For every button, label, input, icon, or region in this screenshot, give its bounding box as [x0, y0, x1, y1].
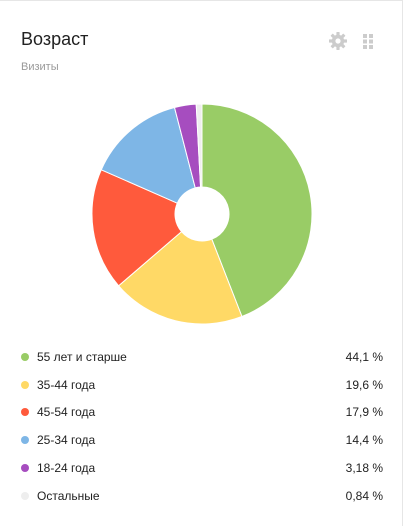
- legend-swatch: [21, 352, 29, 361]
- pie-slice[interactable]: [100, 106, 196, 204]
- legend-value: 0,84 %: [345, 488, 383, 503]
- legend-value: 3,18 %: [345, 461, 383, 476]
- legend-swatch: [21, 491, 29, 500]
- age-donut-chart: [91, 103, 313, 325]
- legend-item[interactable]: Остальные 0,84 %: [21, 482, 383, 510]
- legend-value: 19,6 %: [345, 377, 383, 392]
- legend-label: 45-54 года: [37, 405, 96, 420]
- legend-value: 14,4 %: [345, 433, 383, 448]
- legend-label: 25-34 года: [37, 433, 96, 448]
- legend-swatch: [21, 464, 29, 473]
- legend-item[interactable]: 45-54 года 17,9 %: [21, 399, 383, 427]
- legend-item[interactable]: 55 лет и старше 44,1 %: [21, 343, 383, 371]
- legend-label: Остальные: [37, 488, 100, 503]
- pie-slice[interactable]: [91, 169, 183, 287]
- pie-slice[interactable]: [195, 103, 203, 188]
- legend-item[interactable]: 35-44 года 19,6 %: [21, 371, 383, 399]
- legend-label: 55 лет и старше: [37, 349, 127, 364]
- legend-value: 44,1 %: [345, 349, 383, 364]
- pie-slice[interactable]: [201, 103, 313, 318]
- pie-slice[interactable]: [117, 230, 243, 325]
- widget-subtitle: Визиты: [21, 61, 59, 73]
- legend-label: 18-24 года: [37, 461, 96, 476]
- drag-handle-icon[interactable]: [358, 31, 378, 51]
- widget-title: Возраст: [21, 29, 89, 49]
- chart-legend: 55 лет и старше 44,1 % 35-44 года 19,6 % 45-…: [21, 343, 383, 510]
- legend-item[interactable]: 25-34 года 14,4 %: [21, 426, 383, 454]
- legend-swatch: [21, 408, 29, 417]
- gear-icon[interactable]: [328, 31, 348, 51]
- legend-swatch: [21, 436, 29, 445]
- widget-toolbar: [328, 31, 378, 51]
- legend-item[interactable]: 18-24 года 3,18 %: [21, 454, 383, 482]
- legend-swatch: [21, 380, 29, 389]
- legend-label: 35-44 года: [37, 377, 96, 392]
- legend-value: 17,9 %: [345, 405, 383, 420]
